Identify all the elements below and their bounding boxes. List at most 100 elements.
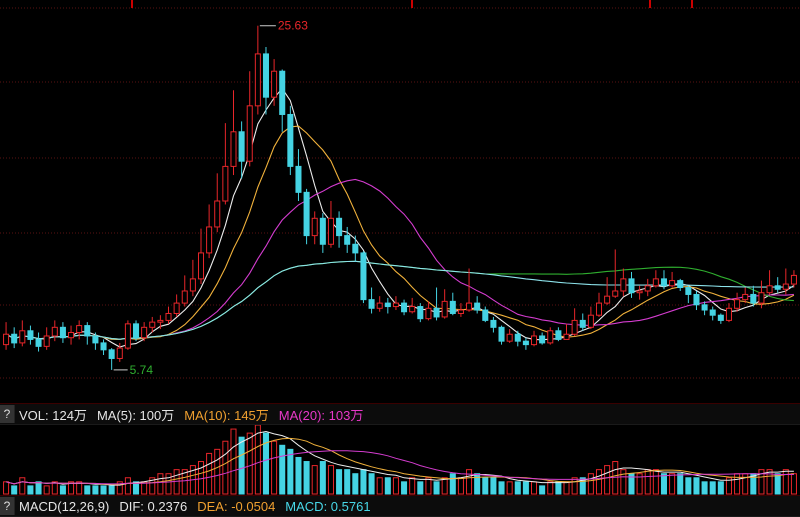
volume-bar-33 bbox=[271, 440, 278, 495]
volume-bar-69 bbox=[563, 481, 570, 495]
high-price-label: 25.63 bbox=[278, 19, 308, 33]
volume-bar-15 bbox=[124, 477, 131, 495]
candle-body-21 bbox=[173, 302, 180, 314]
candle-body-27 bbox=[222, 165, 229, 202]
volume-bar-76 bbox=[620, 469, 627, 495]
volume-bar-19 bbox=[157, 473, 164, 495]
volume-bar-6 bbox=[51, 481, 58, 495]
volume-bar-55 bbox=[449, 473, 456, 495]
candle-body-59 bbox=[482, 309, 489, 321]
volume-legend-bar: ? VOL: 124万 MA(5): 100万 MA(10): 145万 MA(… bbox=[0, 403, 800, 425]
candle-body-44 bbox=[360, 252, 367, 301]
volume-bar-81 bbox=[660, 473, 667, 495]
volume-bar-30 bbox=[246, 432, 253, 495]
volume-bar-50 bbox=[409, 477, 416, 495]
candle-body-49 bbox=[401, 302, 408, 313]
volume-ma5-line bbox=[5, 430, 794, 486]
volume-bar-13 bbox=[108, 485, 115, 495]
candle-body-65 bbox=[531, 335, 538, 346]
volume-bar-89 bbox=[725, 477, 732, 495]
candle-body-28 bbox=[230, 131, 237, 167]
candle-body-20 bbox=[165, 312, 172, 321]
volume-bar-39 bbox=[319, 461, 326, 495]
candle-body-17 bbox=[141, 326, 148, 339]
volume-bar-41 bbox=[336, 469, 343, 495]
candle-body-55 bbox=[449, 300, 456, 314]
volume-bar-62 bbox=[506, 481, 513, 495]
price-annotations: 25.63 5.74 bbox=[113, 19, 308, 377]
candle-body-41 bbox=[336, 217, 343, 237]
volume-bar-64 bbox=[522, 481, 529, 495]
candle-body-30 bbox=[246, 105, 253, 162]
candle-body-79 bbox=[644, 285, 651, 292]
volume-bar-37 bbox=[303, 461, 310, 495]
candle-body-14 bbox=[116, 347, 123, 359]
candle-body-83 bbox=[677, 280, 684, 289]
volume-bar-47 bbox=[384, 477, 391, 495]
candle-body-92 bbox=[750, 293, 757, 304]
candle-body-75 bbox=[612, 290, 619, 297]
volume-value: VOL: 124万 bbox=[19, 407, 87, 423]
candle-body-72 bbox=[587, 314, 594, 328]
volume-bar-91 bbox=[742, 473, 749, 495]
macd-legend-bar: ? MACD(12,26,9) DIF: 0.2376 DEA: -0.0504… bbox=[0, 495, 800, 517]
candle-body-36 bbox=[295, 165, 302, 193]
candle-body-74 bbox=[604, 295, 611, 304]
macd-dea: DEA: -0.0504 bbox=[197, 498, 276, 514]
candle-body-89 bbox=[725, 307, 732, 321]
candle-body-96 bbox=[782, 283, 789, 290]
candle-body-50 bbox=[409, 306, 416, 313]
volume-bar-61 bbox=[498, 481, 505, 495]
volume-bar-54 bbox=[441, 477, 448, 495]
volume-bar-78 bbox=[636, 473, 643, 495]
volume-bar-25 bbox=[206, 452, 213, 495]
volume-bar-8 bbox=[68, 481, 75, 495]
volume-ma5: MA(5): 100万 bbox=[96, 407, 175, 423]
candle-body-23 bbox=[189, 278, 196, 292]
macd-help-button[interactable]: ? bbox=[0, 497, 15, 515]
volume-bar-10 bbox=[84, 485, 91, 495]
candle-body-25 bbox=[206, 226, 213, 254]
candle-body-18 bbox=[149, 321, 156, 328]
volume-bar-14 bbox=[116, 481, 123, 495]
low-price-label: 5.74 bbox=[130, 363, 154, 377]
volume-bar-67 bbox=[547, 481, 554, 495]
volume-bar-59 bbox=[482, 477, 489, 495]
candle-body-16 bbox=[133, 323, 140, 339]
candle-body-77 bbox=[628, 278, 635, 294]
candle-body-62 bbox=[506, 333, 513, 342]
volume-bar-3 bbox=[27, 485, 34, 495]
candle-body-34 bbox=[279, 70, 286, 115]
volume-help-button[interactable]: ? bbox=[0, 405, 15, 423]
candle-body-0 bbox=[3, 333, 10, 346]
volume-bar-18 bbox=[149, 477, 156, 495]
volume-bar-97 bbox=[790, 473, 797, 495]
candle-body-46 bbox=[376, 302, 383, 309]
volume-bar-95 bbox=[774, 473, 781, 495]
candle-body-57 bbox=[466, 302, 473, 311]
volume-bar-83 bbox=[677, 473, 684, 495]
candle-body-76 bbox=[620, 278, 627, 292]
ma10-line bbox=[5, 125, 795, 340]
volume-bar-4 bbox=[35, 481, 42, 495]
volume-bar-87 bbox=[709, 481, 716, 495]
volume-bar-53 bbox=[433, 481, 440, 495]
volume-bar-74 bbox=[604, 465, 611, 495]
volume-bar-31 bbox=[254, 424, 261, 495]
volume-bar-42 bbox=[344, 469, 351, 495]
candle-body-10 bbox=[84, 325, 91, 337]
volume-bar-24 bbox=[197, 461, 205, 495]
candle-body-29 bbox=[238, 131, 245, 162]
volume-bar-1 bbox=[11, 485, 18, 495]
candle-body-66 bbox=[539, 335, 546, 344]
volume-bar-12 bbox=[100, 485, 107, 495]
candle-body-42 bbox=[344, 235, 351, 245]
volume-bar-86 bbox=[701, 481, 708, 495]
candle-body-95 bbox=[774, 285, 781, 290]
price-candles[interactable] bbox=[3, 25, 797, 370]
volume-bar-52 bbox=[425, 477, 432, 495]
candle-body-94 bbox=[766, 285, 773, 294]
candle-body-93 bbox=[758, 292, 765, 304]
volume-bar-65 bbox=[531, 481, 538, 495]
candle-body-85 bbox=[693, 293, 700, 306]
